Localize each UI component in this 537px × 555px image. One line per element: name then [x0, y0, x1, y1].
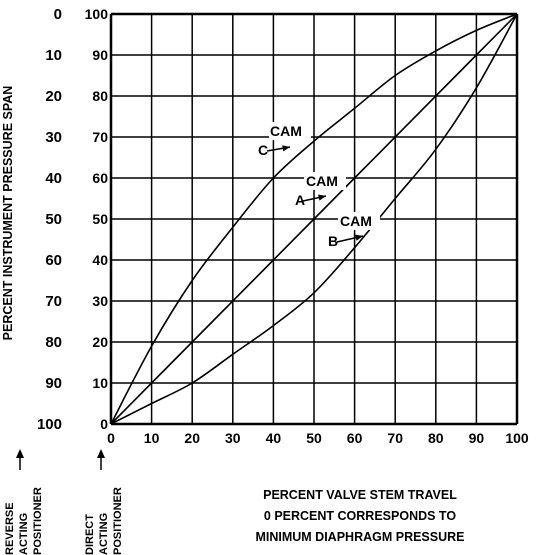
annotation-background — [338, 212, 380, 230]
annotation-background — [254, 141, 266, 159]
positioner-arrows — [16, 449, 105, 470]
y-tick-label-outer: 60 — [45, 252, 62, 269]
annotation-background — [324, 232, 336, 250]
y-tick-label-inner: 10 — [92, 375, 108, 391]
y-axis-label: PERCENT INSTRUMENT PRESSURE SPAN — [1, 85, 15, 341]
x-tick-label: 10 — [144, 430, 160, 446]
cam-annotation-label-bottom: C — [258, 142, 268, 158]
y-tick-label-outer: 50 — [45, 211, 62, 228]
tick-labels: 0 10 20 30 40 50 60 70 80 90 100010203040506070809… — [37, 6, 529, 446]
annotation-background — [304, 172, 346, 190]
x-axis-label-line-2: 0 PERCENT CORRESPONDS TO — [263, 509, 457, 523]
cam-annotation-label-bottom: B — [328, 233, 338, 249]
x-tick-label: 80 — [428, 430, 444, 446]
y-tick-label-inner: 0 — [100, 416, 108, 432]
y-tick-label-outer: 20 — [45, 88, 62, 105]
series-cam-a-line — [110, 13, 518, 425]
x-axis-label-line-1: PERCENT VALVE STEM TRAVEL — [263, 488, 457, 502]
direct-label-line-2: ACTING — [98, 512, 110, 555]
y-tick-label-inner: 50 — [92, 211, 108, 227]
x-axis-label-line-3: MINIMUM DIAPHRAGM PRESSURE — [255, 530, 465, 544]
y-tick-label-inner: 30 — [92, 293, 108, 309]
y-tick-label-inner: 60 — [92, 170, 108, 186]
reverse-label-line-1: REVERSE — [4, 502, 16, 555]
x-tick-label: 60 — [347, 430, 363, 446]
x-tick-label: 100 — [505, 430, 529, 446]
up-arrow-head — [16, 449, 24, 458]
reverse-label-line-3: POSITIONER — [32, 487, 44, 555]
y-tick-label-outer: 30 — [45, 129, 62, 146]
cam-annotation-arrow-head — [318, 194, 326, 201]
x-tick-label: 30 — [225, 430, 241, 446]
annotation-background — [269, 122, 311, 140]
y-tick-label-inner: 80 — [92, 88, 108, 104]
y-tick-label-outer: 80 — [45, 334, 62, 351]
x-tick-label: 50 — [306, 430, 322, 446]
y-tick-label-outer: 40 — [45, 170, 62, 187]
reverse-label-line-2: ACTING — [18, 512, 30, 555]
cam-annotation-label-top: CAM — [340, 213, 372, 229]
x-tick-label: 70 — [387, 430, 403, 446]
y-tick-label-inner: 100 — [85, 6, 109, 22]
x-tick-label: 0 — [107, 430, 115, 446]
y-tick-label-outer: 70 — [45, 293, 62, 310]
direct-label-line-1: DIRECT — [84, 514, 96, 555]
up-arrow-head — [97, 449, 105, 458]
x-tick-label: 20 — [184, 430, 200, 446]
series-cam-c-line — [110, 13, 518, 425]
y-tick-label-inner: 90 — [92, 47, 108, 63]
cam-annotation-arrow-head — [355, 234, 363, 241]
x-tick-label: 90 — [469, 430, 485, 446]
cam-annotation-label-top: CAM — [306, 173, 338, 189]
y-tick-label-inner: 40 — [92, 252, 108, 268]
y-tick-label-outer: 100 — [37, 416, 62, 433]
cam-annotation-label-bottom: A — [295, 192, 305, 208]
annotation-background — [291, 191, 303, 209]
x-tick-label: 40 — [266, 430, 282, 446]
y-tick-label-inner: 70 — [92, 129, 108, 145]
y-tick-label-outer: 10 — [45, 47, 62, 64]
direct-label-line-3: POSITIONER — [112, 487, 124, 555]
y-tick-label-inner: 20 — [92, 334, 108, 350]
curves — [110, 13, 518, 425]
y-tick-label-outer: 90 — [45, 375, 62, 392]
cam-annotation-arrow-head — [282, 145, 290, 152]
cam-annotation-label-top: CAM — [270, 123, 302, 139]
y-tick-label-outer: 0 — [54, 6, 62, 23]
series-cam-b-line — [110, 13, 518, 425]
